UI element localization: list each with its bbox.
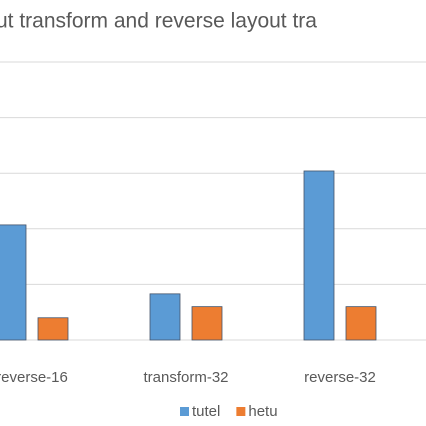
x-tick-label: transform-32: [143, 369, 228, 386]
bar: [345, 306, 377, 341]
legend-label: tutel: [192, 403, 220, 420]
legend-swatch: [236, 407, 246, 416]
legend-swatch: [180, 407, 189, 416]
bar: [149, 293, 181, 341]
bar: [37, 317, 69, 341]
chart-title: ut transform and reverse layout tra: [0, 10, 317, 33]
x-tick-label: reverse-32: [304, 369, 376, 386]
bar: [191, 306, 223, 341]
bar: [0, 224, 27, 341]
bar: [303, 170, 335, 341]
legend-label: hetu: [248, 403, 277, 420]
x-tick-label: reverse-16: [0, 369, 68, 386]
